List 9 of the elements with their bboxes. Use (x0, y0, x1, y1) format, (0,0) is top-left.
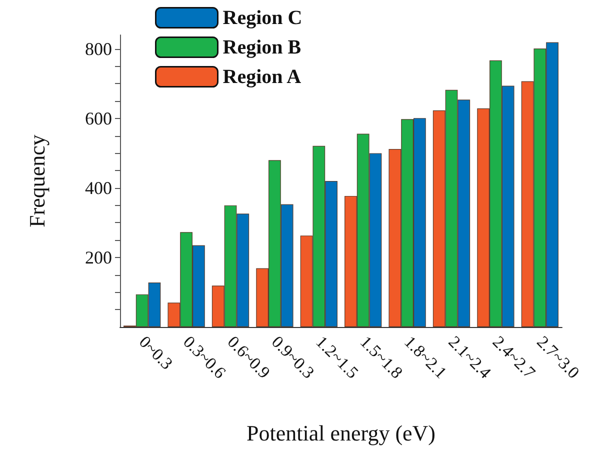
y-tick-label: 600 (85, 108, 112, 128)
legend-label: Region B (222, 36, 302, 58)
y-axis-title: Frequency (24, 134, 50, 228)
x-axis-title: Potential energy (eV) (246, 420, 436, 446)
y-tick-label: 200 (85, 247, 112, 268)
y-tick-label: 800 (85, 38, 112, 59)
legend-label: Region A (222, 66, 302, 88)
legend-label: Region C (222, 6, 302, 29)
y-tick-label: 400 (85, 178, 112, 198)
